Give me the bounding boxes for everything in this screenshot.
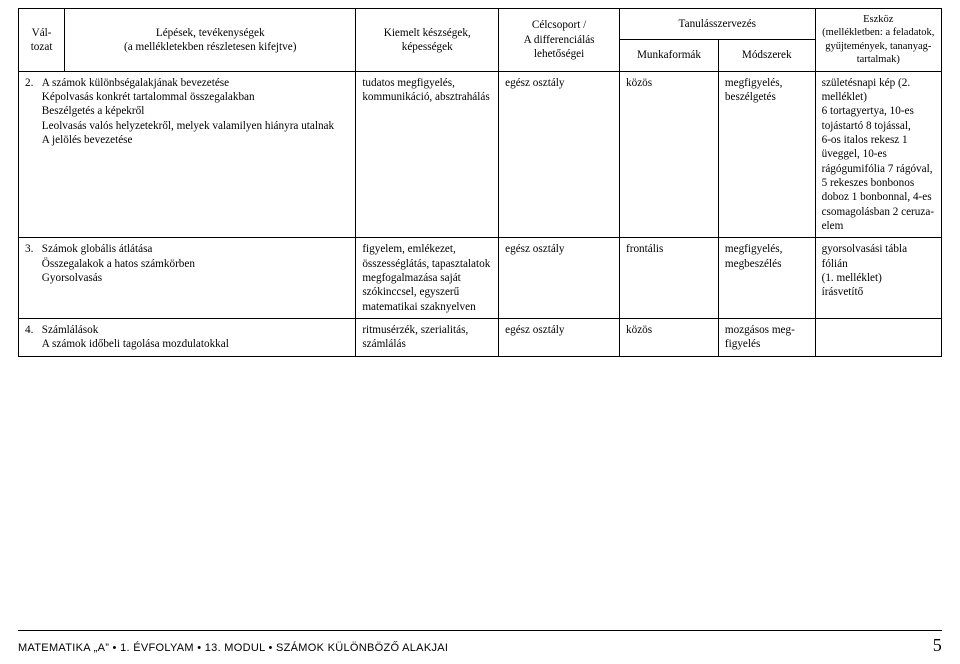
step-number: 2. xyxy=(25,76,39,90)
step-text: A számok különbségalakjának bevezetése K… xyxy=(42,76,348,148)
cell-eszkoz xyxy=(815,319,941,357)
cell-modszerek: mozgásos meg­figyelés xyxy=(718,319,815,357)
footer-segment: 1. ÉVFOLYAM xyxy=(120,642,194,654)
footer-segment: 13. MODUL xyxy=(205,642,265,654)
th-lepesek: Lépések, tevékenységek (a mellékletekben… xyxy=(65,9,356,72)
cell-celcsoport: egész osztály xyxy=(499,319,620,357)
th-celcsoport: Célcsoport / A differenciálás lehetősége… xyxy=(499,9,620,72)
cell-modszerek: megfigyelés, megbeszélés xyxy=(718,238,815,319)
th-modszerek: Módszerek xyxy=(718,40,815,71)
cell-celcsoport: egész osztály xyxy=(499,238,620,319)
table-head: Vál­tozat Lépések, tevékenységek (a mell… xyxy=(19,9,942,72)
footer-bullet: • xyxy=(197,642,201,654)
cell-step: 3. Számok globális átlátása Összegalakok… xyxy=(19,238,356,319)
cell-keszsegek: ritmusérzék, szerialitás, számlálás xyxy=(356,319,499,357)
page: Vál­tozat Lépések, tevékenységek (a mell… xyxy=(0,0,960,664)
th-munkaformak: Munkaformák xyxy=(620,40,719,71)
page-footer: MATEMATIKA „A” • 1. ÉVFOLYAM • 13. MODUL… xyxy=(18,630,942,656)
cell-step: 4. Számlálások A számok időbeli tagolása… xyxy=(19,319,356,357)
step-number: 4. xyxy=(25,323,39,337)
cell-eszkoz: gyorsolvasási tábla fólián (1. melléklet… xyxy=(815,238,941,319)
cell-keszsegek: tudatos megfigyelés, kommunikáció, abszt… xyxy=(356,71,499,238)
curriculum-table: Vál­tozat Lépések, tevékenységek (a mell… xyxy=(18,8,942,357)
page-number: 5 xyxy=(933,635,942,656)
footer-segment: MATEMATIKA „A” xyxy=(18,642,109,654)
cell-modszerek: megfigyelés, beszélgetés xyxy=(718,71,815,238)
footer-left: MATEMATIKA „A” • 1. ÉVFOLYAM • 13. MODUL… xyxy=(18,642,448,654)
cell-eszkoz: születésnapi kép (2. mellék­let) 6 torta… xyxy=(815,71,941,238)
table-row: 3. Számok globális átlátása Összegalakok… xyxy=(19,238,942,319)
footer-bullet: • xyxy=(268,642,272,654)
step-number: 3. xyxy=(25,242,39,256)
footer-bullet: • xyxy=(113,642,117,654)
table-row: 2. A számok különbségalakjának bevezetés… xyxy=(19,71,942,238)
th-tanulasszervezes: Tanulásszervezés xyxy=(620,9,816,40)
cell-munkaformak: frontális xyxy=(620,238,719,319)
th-valtozat: Vál­tozat xyxy=(19,9,65,72)
step-text: Számok globális átlátása Összegalakok a … xyxy=(42,242,348,285)
cell-munkaformak: közös xyxy=(620,319,719,357)
footer-segment: SZÁMOK KÜLÖNBÖZŐ ALAKJAI xyxy=(276,642,448,654)
cell-keszsegek: figyelem, emlékezet, összességlátás, tap… xyxy=(356,238,499,319)
th-keszsegek: Kiemelt készségek, képességek xyxy=(356,9,499,72)
th-eszkoz: Eszköz (mellékletben: a feladatok, gyűjt… xyxy=(815,9,941,72)
step-text: Számlálások A számok időbeli tagolása mo… xyxy=(42,323,348,352)
cell-munkaformak: közös xyxy=(620,71,719,238)
table-row: 4. Számlálások A számok időbeli tagolása… xyxy=(19,319,942,357)
cell-celcsoport: egész osztály xyxy=(499,71,620,238)
table-body: 2. A számok különbségalakjának bevezetés… xyxy=(19,71,942,356)
cell-step: 2. A számok különbségalakjának bevezetés… xyxy=(19,71,356,238)
